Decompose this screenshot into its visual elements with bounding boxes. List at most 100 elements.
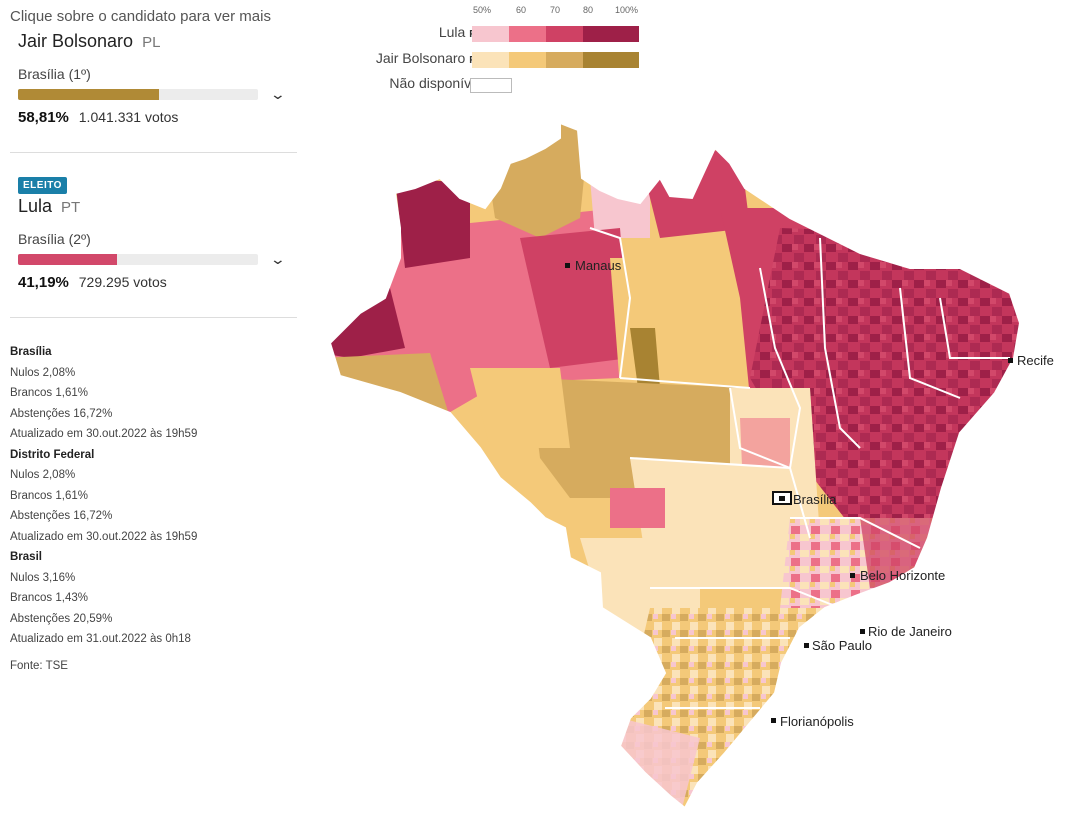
legend-swatch [472, 26, 509, 42]
info-line: Nulos 2,08% [10, 366, 76, 379]
info-line: Atualizado em 30.out.2022 às 19h59 [10, 530, 198, 543]
place-rank: (1º) [68, 66, 91, 82]
info-line: Atualizado em 30.out.2022 às 19h59 [10, 428, 198, 440]
city-recife[interactable]: Recife [1008, 353, 1054, 368]
legend-swatch [509, 26, 546, 42]
divider [10, 317, 297, 318]
candidate-party: PL [142, 34, 161, 51]
place-name: Brasília [18, 231, 65, 247]
region-rondonia-west[interactable] [320, 353, 450, 418]
city-label: Florianópolis [780, 714, 854, 729]
vote-stat: 41,19% 729.295 votos [18, 274, 298, 291]
capital-marker-dot [779, 496, 785, 501]
legend-name: Lula [438, 24, 466, 40]
city-marker [771, 718, 776, 723]
legend-name: Jair Bolsonaro [375, 50, 466, 66]
place-name: Brasília [18, 66, 65, 82]
map-legend: 50% 60 70 80 100% Lula PT Jair Bolsonaro… [340, 5, 660, 100]
city-marker [804, 643, 809, 648]
legend-swatch [546, 52, 583, 68]
vote-count: 729.295 votos [78, 274, 167, 290]
info-line: Abstenções 16,72% [10, 407, 113, 420]
vote-share-fill [18, 254, 117, 265]
legend-tick: 60 [516, 5, 527, 15]
legend-swatch [472, 52, 509, 68]
candidate-name-text: Lula [18, 196, 53, 216]
city-label: Rio de Janeiro [868, 624, 952, 639]
city-belo-horizonte[interactable]: Belo Horizonte [850, 568, 945, 583]
candidate-place: Brasília (1º) [18, 66, 298, 82]
region-goias-west[interactable] [610, 488, 665, 528]
candidate-name: Jair Bolsonaro PL [18, 31, 298, 52]
legend-tick: 100% [615, 5, 639, 15]
city-manaus[interactable]: Manaus [565, 258, 622, 273]
candidate-place: Brasília (2º) [18, 231, 298, 247]
info-title: Brasília [10, 346, 52, 358]
info-line: Brancos 1,43% [10, 592, 88, 604]
region-amazonas-north[interactable] [395, 178, 470, 268]
region-para-south[interactable] [630, 328, 660, 388]
place-rank: (2º) [68, 231, 91, 247]
info-title: Distrito Federal [10, 448, 95, 461]
info-line: Nulos 2,08% [10, 469, 76, 481]
legend-swatch [546, 26, 583, 42]
city-label: São Paulo [812, 638, 872, 653]
city-label: Manaus [575, 258, 622, 273]
legend-tick: 80 [583, 5, 594, 15]
info-title: Brasil [10, 551, 42, 563]
info-line: Atualizado em 31.out.2022 às 0h18 [10, 633, 191, 645]
info-block-brasilia: Brasília Nulos 2,08% Brancos 1,61% Abste… [10, 342, 298, 445]
region-acre[interactable] [320, 288, 405, 358]
legend-label-unavailable: Não disponível [389, 75, 482, 91]
candidate-card-lula[interactable]: ELEITO Lula PT Brasília (2º) ⌄ 41,19% 72… [10, 175, 298, 291]
state-borders [328, 121, 1022, 810]
legend-swatch [583, 26, 639, 42]
city-sao-paulo[interactable]: São Paulo [804, 638, 872, 653]
candidate-name: Lula PT [18, 196, 298, 217]
vote-share-fill [18, 89, 160, 100]
region-rondonia[interactable] [470, 368, 570, 448]
vote-stat: 58,81% 1.041.331 votos [18, 109, 298, 126]
vote-percent: 41,19% [18, 274, 69, 291]
vote-share-bar [18, 254, 258, 265]
city-florianopolis[interactable]: Florianópolis [771, 714, 854, 729]
city-label: Brasília [793, 492, 837, 507]
legend-tick: 50% [473, 5, 492, 15]
candidate-party: PT [61, 199, 81, 216]
chevron-down-icon[interactable]: ⌄ [269, 86, 287, 102]
candidate-name-text: Jair Bolsonaro [18, 31, 134, 51]
divider [10, 152, 297, 153]
legend-swatch [509, 52, 546, 68]
turnout-info: Brasília Nulos 2,08% Brancos 1,61% Abste… [10, 342, 298, 676]
elected-badge: ELEITO [18, 177, 67, 194]
hint-text: Clique sobre o candidato para ver mais [10, 8, 271, 25]
info-line: Brancos 1,61% [10, 489, 88, 502]
left-panel: Clique sobre o candidato para ver mais J… [10, 8, 298, 676]
city-label: Belo Horizonte [860, 568, 945, 583]
info-block-df: Distrito Federal Nulos 2,08% Brancos 1,6… [10, 445, 298, 548]
info-line: Brancos 1,61% [10, 387, 88, 399]
city-marker [860, 629, 865, 634]
info-line: Abstenções 20,59% [10, 612, 113, 625]
info-line: Nulos 3,16% [10, 571, 76, 584]
region-para-west[interactable] [520, 228, 630, 368]
city-marker [565, 263, 570, 268]
vote-share-bar [18, 89, 258, 100]
info-line: Abstenções 16,72% [10, 510, 113, 522]
city-marker [850, 573, 855, 578]
vote-bar-row: ⌄ [18, 251, 298, 268]
city-label: Recife [1017, 353, 1054, 368]
chevron-down-icon[interactable]: ⌄ [269, 251, 287, 267]
legend-tick: 70 [550, 5, 561, 15]
brazil-map[interactable]: Manaus Recife Brasília Belo Horizonte Ri… [320, 118, 1060, 816]
info-block-brasil: Brasil Nulos 3,16% Brancos 1,43% Abstenç… [10, 547, 298, 650]
vote-count: 1.041.331 votos [78, 109, 179, 125]
vote-bar-row: ⌄ [18, 86, 298, 103]
city-brasilia[interactable]: Brasília [772, 491, 837, 507]
vote-percent: 58,81% [18, 109, 69, 126]
legend-swatch [583, 52, 639, 68]
source-text: Fonte: TSE [10, 659, 68, 672]
legend-label-bolsonaro: Jair Bolsonaro PL [376, 50, 482, 66]
city-rio-de-janeiro[interactable]: Rio de Janeiro [860, 624, 952, 639]
candidate-card-bolsonaro[interactable]: Jair Bolsonaro PL Brasília (1º) ⌄ 58,81%… [10, 31, 298, 126]
